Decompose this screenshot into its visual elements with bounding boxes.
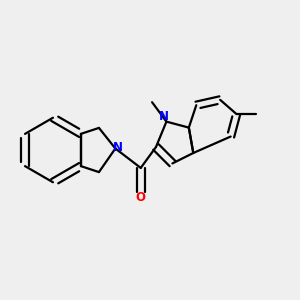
Text: N: N — [113, 140, 123, 154]
Text: O: O — [136, 191, 146, 204]
Text: N: N — [159, 110, 169, 123]
